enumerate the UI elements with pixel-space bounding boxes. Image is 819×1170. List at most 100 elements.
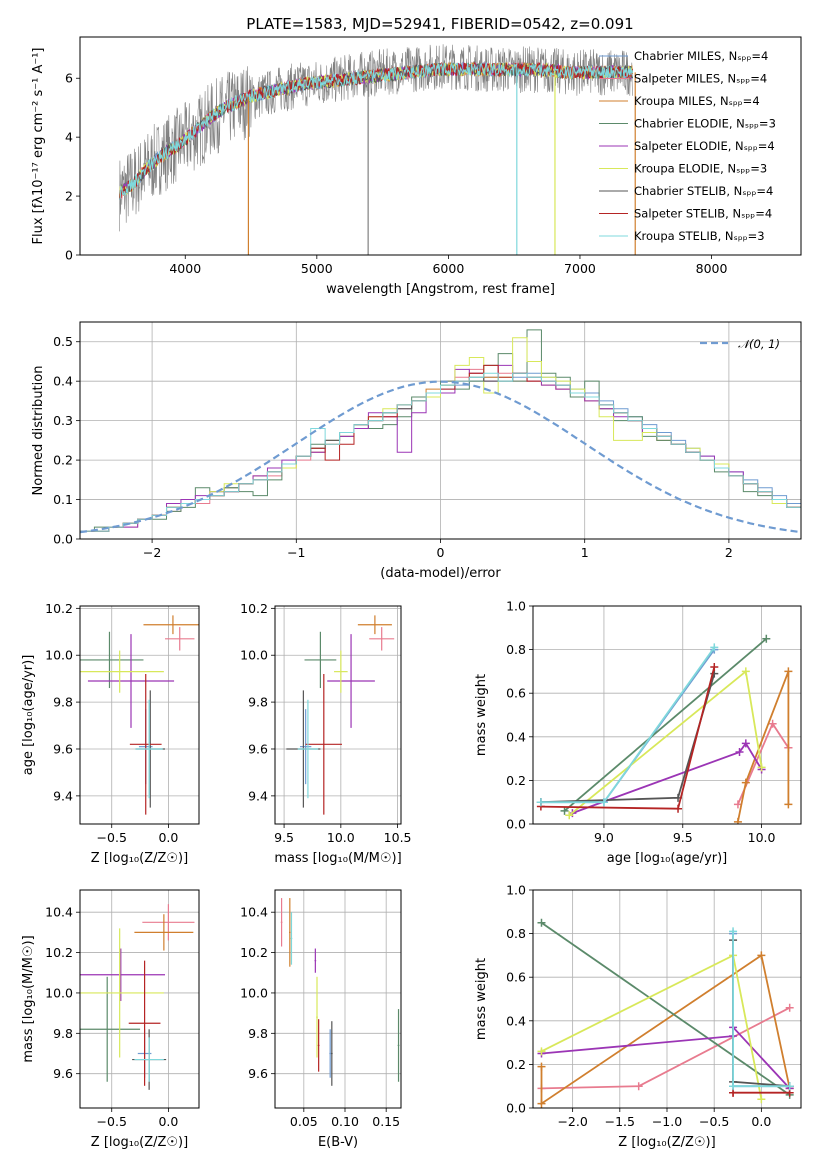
weight-line — [540, 646, 716, 804]
x-tick-label: −1 — [287, 545, 305, 560]
x-tick-label: 0.15 — [372, 1114, 400, 1129]
y-tick-label: 6 — [65, 71, 73, 86]
x-axis-label: wavelength [Angstrom, rest frame] — [326, 282, 555, 297]
weight-marker — [741, 739, 750, 748]
panel-age-vs-Z: −0.5 0.0 9.4 9.6 9.8 10.0 10.2 Z [log₁₀(Z/Z☉)] a… — [21, 601, 200, 866]
weight-marker — [768, 719, 777, 728]
x-axis-label: Z [log₁₀(Z/Z☉)] — [618, 1135, 715, 1150]
x-tick-label: 10.0 — [748, 830, 776, 845]
panel-weight-vs-Z: −2.0 −1.5 −1.0 −0.5 0.0 0.0 0.2 0.4 0.6 0.8 1.0 Z [… — [474, 883, 802, 1150]
y-tick-label: 0.2 — [506, 773, 526, 788]
y-tick-label: 0.6 — [506, 970, 526, 985]
axes-frame — [274, 889, 402, 1109]
legend-label: Kroupa MILES, Nₛₚₚ=4 — [634, 94, 760, 108]
y-axis-label: mass [log₁₀(M/M☉)] — [21, 935, 36, 1062]
y-tick-label: 9.8 — [248, 1026, 268, 1041]
y-tick-label: 10.4 — [240, 905, 268, 920]
y-tick-label: 0.0 — [506, 817, 526, 832]
y-tick-label: 9.8 — [53, 695, 73, 710]
plot-area — [80, 329, 801, 539]
weight-marker — [757, 1095, 766, 1104]
weight-marker — [537, 1099, 546, 1108]
axes-frame — [79, 605, 200, 825]
weight-marker — [537, 918, 546, 927]
x-tick-label: −1.5 — [605, 1114, 635, 1129]
weight-line — [540, 666, 716, 810]
x-tick-label: −2 — [143, 545, 161, 560]
x-tick-label: −0.5 — [699, 1114, 729, 1129]
plot-area — [80, 904, 195, 1090]
x-axis-label: age [log₁₀(age/yr)] — [607, 851, 728, 866]
x-tick-label: −0.5 — [97, 830, 127, 845]
y-tick-label: 10.2 — [240, 945, 268, 960]
axes-frame — [79, 36, 802, 256]
y-tick-label: 0.8 — [506, 926, 526, 941]
x-axis-label: mass [log₁₀(M/M☉)] — [274, 851, 401, 866]
legend-label: Salpeter MILES, Nₛₚₚ=4 — [634, 72, 767, 86]
panel-spectrum: Chabrier MILES, Nₛₚₚ=4 Salpeter MILES, Nₛ… — [31, 36, 802, 297]
model-spectrum-line — [119, 61, 634, 200]
y-tick-label: 0.4 — [53, 374, 73, 389]
weight-marker — [565, 811, 574, 820]
weight-marker — [710, 663, 719, 672]
model-spectrum-line — [119, 61, 634, 200]
weight-marker — [757, 763, 766, 772]
y-tick-label: 9.8 — [53, 1026, 73, 1041]
legend-label: Kroupa STELIB, Nₛₚₚ=3 — [634, 229, 765, 243]
x-tick-label: 9.5 — [673, 830, 693, 845]
weight-line — [540, 953, 791, 1106]
axes-frame — [274, 605, 402, 825]
y-tick-label: 0.4 — [506, 729, 526, 744]
x-tick-label: 1 — [581, 545, 589, 560]
panel-age-vs-mass: 9.5 10.0 10.5 9.4 9.6 9.8 10.0 10.2 mass [log₁₀(… — [240, 601, 411, 866]
y-tick-label: 0.1 — [53, 492, 73, 507]
y-tick-label: 0.4 — [506, 1013, 526, 1028]
y-tick-label: 0.3 — [53, 413, 73, 428]
weight-line — [563, 638, 767, 812]
panel-residuals: 𝒩(0, 1) −2 −1 0 1 2 0.0 0.1 0.2 0.3 0.4 0.5 (data-mo… — [31, 321, 802, 581]
y-tick-label: 10.2 — [45, 945, 73, 960]
y-tick-label: 9.8 — [248, 695, 268, 710]
weight-marker — [537, 1047, 546, 1056]
legend: 𝒩(0, 1) — [700, 337, 780, 351]
legend: Chabrier MILES, Nₛₚₚ=4 Salpeter MILES, Nₛ… — [599, 49, 776, 243]
weight-line — [540, 921, 791, 1096]
weight-marker — [733, 817, 742, 824]
x-tick-label: 5000 — [301, 261, 333, 276]
gaussian-curve — [80, 380, 801, 534]
x-tick-label: 10.0 — [327, 830, 355, 845]
axes-frame — [79, 889, 200, 1109]
y-tick-label: 1.0 — [506, 883, 526, 898]
weight-marker — [762, 634, 771, 643]
weight-marker — [674, 804, 683, 813]
weight-marker — [785, 1003, 794, 1012]
x-axis-label: (data-model)/error — [380, 566, 501, 581]
weight-line — [572, 741, 763, 814]
weight-marker — [785, 1082, 794, 1091]
panel-weight-vs-age: 9.0 9.5 10.0 0.0 0.2 0.4 0.6 0.8 1.0 age [log₁₀(a… — [474, 599, 802, 866]
legend-label: Chabrier ELODIE, Nₛₚₚ=3 — [634, 117, 776, 131]
figure-title: PLATE=1583, MJD=52941, FIBERID=0542, z=0… — [246, 15, 633, 33]
x-tick-label: 0.10 — [331, 1114, 359, 1129]
weight-marker — [735, 748, 744, 757]
weight-marker — [729, 1082, 738, 1091]
y-axis-label: age [log₁₀(age/yr)] — [21, 655, 36, 776]
y-tick-label: 10.2 — [240, 601, 268, 616]
legend-label: 𝒩(0, 1) — [738, 337, 780, 351]
x-tick-label: 2 — [725, 545, 733, 560]
y-tick-label: 10.0 — [240, 648, 268, 663]
y-tick-label: 9.6 — [53, 1066, 73, 1081]
y-axis-label: mass weight — [474, 958, 489, 1040]
legend-label: Kroupa ELODIE, Nₛₚₚ=3 — [634, 162, 767, 176]
y-tick-label: 0.2 — [506, 1057, 526, 1072]
x-tick-label: 6000 — [432, 261, 464, 276]
y-tick-label: 10.0 — [45, 985, 73, 1000]
x-axis-label: Z [log₁₀(Z/Z☉)] — [91, 851, 188, 866]
weight-marker — [710, 643, 719, 652]
x-tick-label: 10.5 — [384, 830, 412, 845]
x-tick-label: 0.0 — [158, 1114, 178, 1129]
x-tick-label: −2.0 — [557, 1114, 587, 1129]
plot-area — [286, 615, 395, 815]
x-tick-label: 9.5 — [274, 830, 294, 845]
x-tick-label: −1.0 — [652, 1114, 682, 1129]
